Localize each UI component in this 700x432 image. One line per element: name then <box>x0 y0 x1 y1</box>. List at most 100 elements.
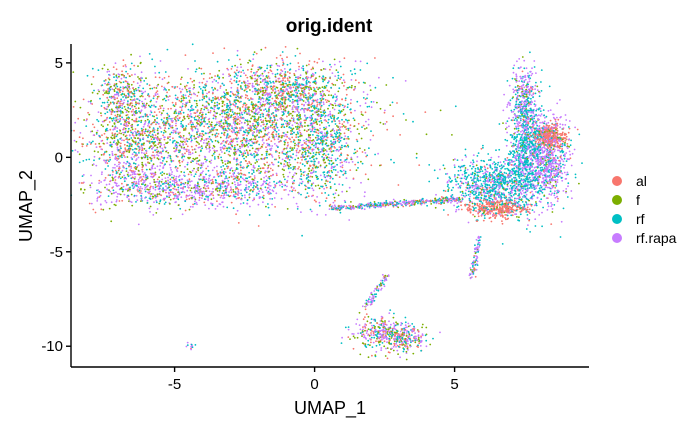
data-point <box>135 201 137 203</box>
data-point <box>181 105 184 108</box>
data-point <box>108 183 111 186</box>
data-point <box>258 83 260 86</box>
data-point <box>525 131 528 134</box>
data-point <box>137 137 139 140</box>
data-point <box>226 136 228 138</box>
data-point <box>189 87 191 90</box>
data-point <box>225 108 228 111</box>
data-point <box>291 114 294 117</box>
data-point <box>534 225 537 227</box>
data-point <box>229 154 231 157</box>
data-point <box>512 156 514 159</box>
data-point <box>234 64 237 67</box>
data-point <box>465 156 467 158</box>
data-point <box>222 194 225 197</box>
data-point <box>156 165 159 168</box>
data-point <box>188 101 191 103</box>
data-point <box>202 134 205 136</box>
data-point <box>271 120 274 122</box>
data-point <box>140 151 143 154</box>
data-point <box>449 180 452 183</box>
data-point <box>153 201 155 204</box>
data-point <box>254 111 257 113</box>
data-point <box>270 64 273 67</box>
data-point <box>196 203 198 206</box>
data-point <box>155 212 158 214</box>
data-point <box>130 131 133 134</box>
data-point <box>125 65 127 68</box>
data-point <box>328 156 330 159</box>
data-point <box>336 129 338 132</box>
data-point <box>199 172 202 175</box>
data-point <box>171 159 174 162</box>
data-point <box>141 187 144 190</box>
data-point <box>341 123 344 126</box>
data-point <box>166 195 168 198</box>
data-point <box>210 159 213 162</box>
data-point <box>407 325 410 328</box>
data-point <box>137 223 140 226</box>
data-point <box>399 134 401 136</box>
data-point <box>304 94 307 97</box>
data-point <box>374 86 377 89</box>
data-point <box>194 115 197 118</box>
data-point <box>160 156 163 158</box>
data-point <box>247 97 249 100</box>
data-point <box>148 125 151 128</box>
data-point <box>570 164 573 167</box>
data-point <box>299 74 302 77</box>
data-point <box>96 92 99 95</box>
data-point <box>136 120 138 123</box>
data-point <box>134 176 137 178</box>
data-point <box>323 126 325 129</box>
data-point <box>530 90 533 92</box>
data-point <box>167 75 170 78</box>
data-point <box>273 138 276 141</box>
data-point <box>253 185 255 187</box>
data-point <box>138 99 141 102</box>
data-point <box>354 87 356 90</box>
data-point <box>551 192 553 195</box>
data-point <box>320 150 323 153</box>
data-point <box>201 197 203 200</box>
data-point <box>289 72 291 75</box>
data-point <box>527 72 529 75</box>
data-point <box>141 161 144 164</box>
data-point <box>217 133 220 135</box>
data-point <box>183 117 186 120</box>
data-point <box>311 160 313 163</box>
data-point <box>126 109 128 112</box>
data-point <box>363 195 366 198</box>
data-point <box>276 72 279 75</box>
data-point <box>264 46 267 49</box>
data-point <box>78 161 81 164</box>
data-point <box>512 88 515 91</box>
data-point <box>481 176 484 179</box>
data-point <box>175 144 178 147</box>
data-point <box>92 163 95 166</box>
data-point <box>506 131 508 134</box>
data-point <box>115 200 118 203</box>
data-point <box>144 179 147 182</box>
data-point <box>336 118 338 120</box>
data-point <box>242 69 245 72</box>
data-point <box>403 344 406 346</box>
data-point <box>453 204 455 207</box>
data-point <box>134 128 137 130</box>
data-point <box>332 136 334 139</box>
data-point <box>175 122 177 125</box>
data-point <box>155 148 158 151</box>
data-point <box>407 342 409 345</box>
data-point <box>140 190 142 192</box>
data-point <box>333 58 336 61</box>
data-point <box>239 129 241 132</box>
data-point <box>133 180 136 183</box>
data-point <box>163 86 166 89</box>
data-point <box>345 177 348 180</box>
data-point <box>337 194 340 197</box>
data-point <box>186 168 189 171</box>
data-point <box>269 197 271 200</box>
data-point <box>239 108 242 111</box>
data-point <box>364 173 367 176</box>
data-point <box>576 128 579 131</box>
